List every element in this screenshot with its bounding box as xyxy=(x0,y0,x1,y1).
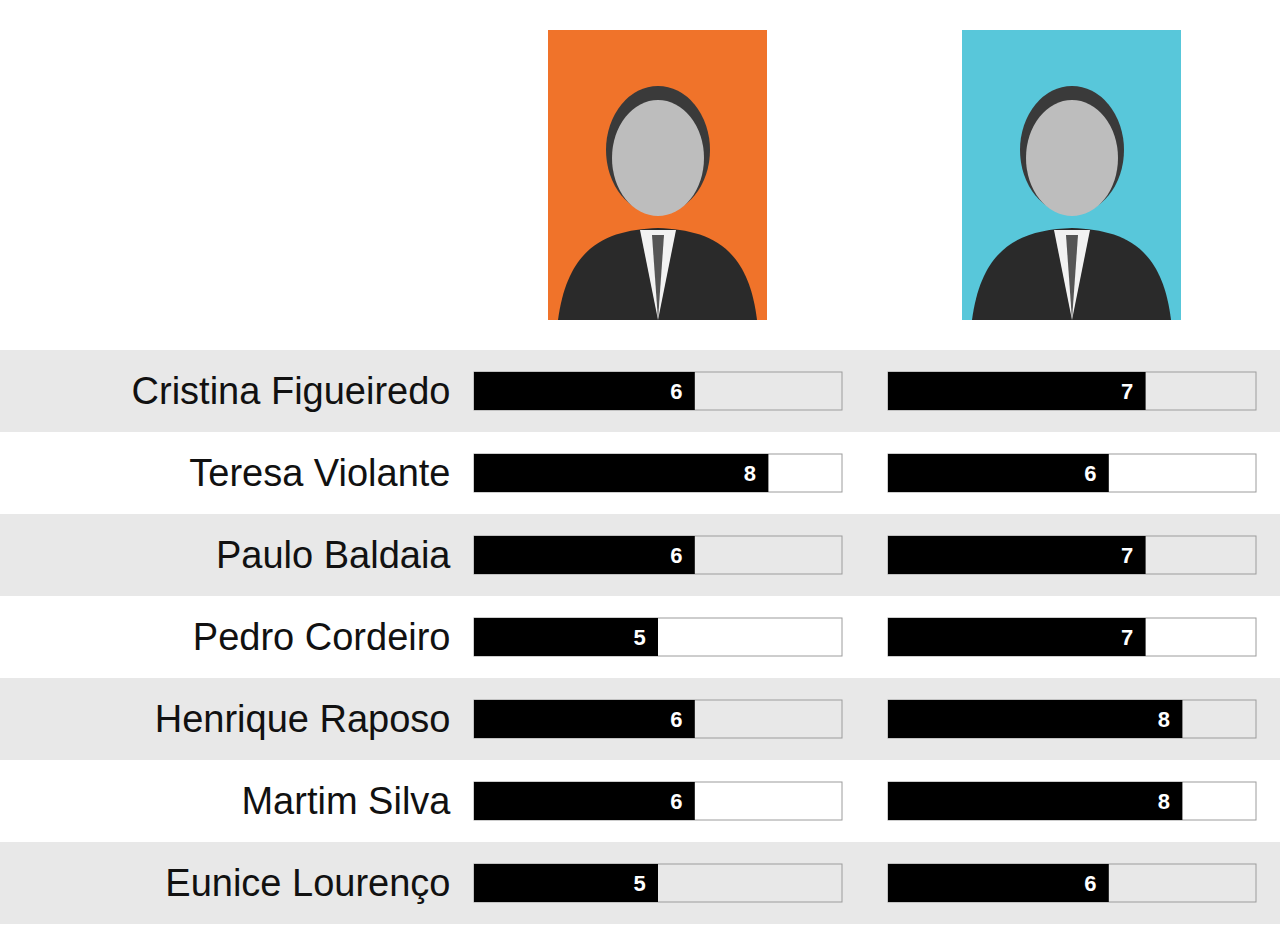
svg-text:6: 6 xyxy=(670,789,682,814)
svg-text:7: 7 xyxy=(1121,625,1133,650)
svg-text:5: 5 xyxy=(633,625,645,650)
svg-text:Martim Silva: Martim Silva xyxy=(241,780,451,822)
svg-text:8: 8 xyxy=(744,461,756,486)
svg-text:6: 6 xyxy=(670,379,682,404)
svg-text:Cristina Figueiredo: Cristina Figueiredo xyxy=(132,370,451,412)
svg-text:Pedro Cordeiro: Pedro Cordeiro xyxy=(193,616,451,658)
svg-text:7: 7 xyxy=(1121,543,1133,568)
svg-text:6: 6 xyxy=(1084,461,1096,486)
svg-text:8: 8 xyxy=(1158,789,1170,814)
svg-text:8: 8 xyxy=(1158,707,1170,732)
svg-text:Eunice Lourenço: Eunice Lourenço xyxy=(165,862,450,904)
svg-text:Henrique Raposo: Henrique Raposo xyxy=(155,698,451,740)
svg-text:6: 6 xyxy=(670,707,682,732)
svg-text:Paulo Baldaia: Paulo Baldaia xyxy=(216,534,451,576)
svg-text:5: 5 xyxy=(633,871,645,896)
svg-text:6: 6 xyxy=(670,543,682,568)
svg-text:Teresa Violante: Teresa Violante xyxy=(189,452,450,494)
svg-text:7: 7 xyxy=(1121,379,1133,404)
svg-text:6: 6 xyxy=(1084,871,1096,896)
